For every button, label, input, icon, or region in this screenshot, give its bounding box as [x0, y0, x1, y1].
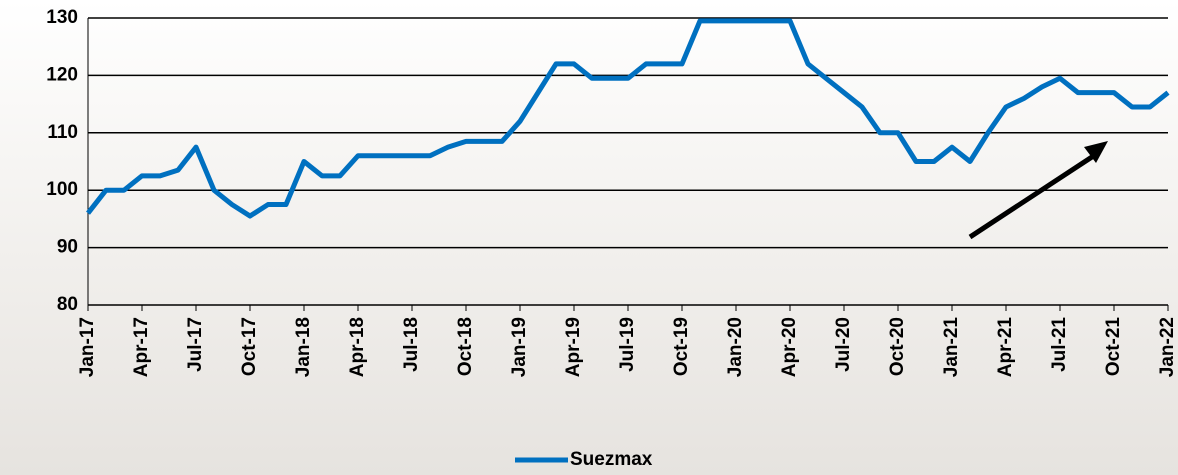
x-tick-label: Apr-21 — [995, 317, 1016, 378]
data-line — [86, 18, 1170, 219]
x-tick-label: Jul-20 — [833, 317, 854, 372]
y-tick-label: 80 — [57, 294, 78, 315]
x-tick-label: Apr-17 — [131, 317, 152, 377]
x-tick-label: Jan-22 — [1157, 317, 1178, 377]
x-tick-label: Jul-17 — [185, 317, 206, 372]
y-tick-label: 120 — [46, 64, 78, 85]
y-tick-label: 100 — [46, 179, 78, 200]
x-tick-label: Oct-18 — [455, 317, 476, 376]
x-tick-label: Jan-17 — [77, 317, 98, 377]
x-tick-label: Apr-20 — [779, 317, 800, 377]
x-tick-label: Apr-19 — [563, 317, 584, 377]
x-tick-label: Oct-17 — [239, 317, 260, 376]
arrow-head — [1084, 141, 1108, 163]
x-tick-label: Jul-19 — [617, 317, 638, 372]
y-tick-label: 90 — [57, 237, 78, 258]
x-tick-label: Oct-21 — [1103, 317, 1124, 377]
y-tick-label: 130 — [46, 7, 78, 28]
legend-label: Suezmax — [570, 449, 653, 470]
x-tick-label: Oct-20 — [887, 317, 908, 376]
y-tick-label: 110 — [47, 122, 78, 143]
x-tick-label: Jul-18 — [401, 317, 422, 372]
trend-arrow — [968, 150, 1100, 240]
x-tick-label: Apr-18 — [347, 317, 368, 377]
x-tick-label: Jan-18 — [293, 317, 314, 377]
x-tick-label: Jan-19 — [509, 317, 530, 377]
x-tick-label: Jan-20 — [725, 317, 746, 377]
x-tick-label: Jul-21 — [1049, 317, 1070, 372]
x-tick-label: Jan-21 — [941, 317, 962, 378]
x-tick-label: Oct-19 — [671, 317, 692, 376]
